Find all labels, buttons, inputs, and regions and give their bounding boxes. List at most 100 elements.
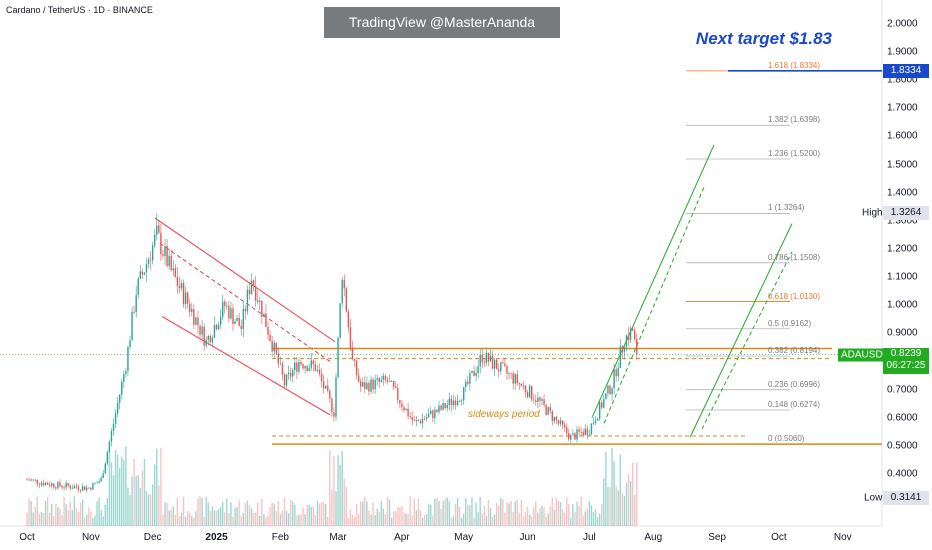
- candle-body: [629, 328, 632, 341]
- candle-body: [184, 292, 187, 305]
- volume-bar: [403, 512, 405, 526]
- current-price: 0.8239: [890, 347, 922, 359]
- time-tick-label: Nov: [833, 532, 852, 543]
- volume-bar: [141, 470, 144, 526]
- candle-body: [545, 404, 547, 415]
- candle-body: [592, 422, 595, 424]
- volume-bar: [500, 498, 502, 526]
- time-tick-label: Oct: [19, 532, 35, 543]
- candle-body: [605, 393, 607, 399]
- candle-body: [454, 400, 457, 406]
- candle-body: [551, 410, 553, 421]
- candle-body: [149, 259, 152, 261]
- candle-body: [384, 375, 387, 380]
- volume-bar: [195, 511, 197, 526]
- high-price-tag: 1.3264: [883, 206, 929, 221]
- candle-body: [123, 374, 125, 382]
- candle-body: [339, 303, 341, 338]
- candle-body: [203, 326, 205, 346]
- volume-bar: [127, 487, 129, 526]
- candle-body: [90, 488, 92, 490]
- volume-bar: [491, 516, 494, 526]
- volume-bar: [485, 516, 488, 526]
- volume-bar: [83, 517, 86, 526]
- candle-body: [143, 272, 146, 275]
- candle-body: [580, 431, 582, 433]
- volume-bar: [114, 450, 117, 526]
- volume-bar: [112, 475, 115, 526]
- volume-bar: [312, 506, 315, 526]
- volume-bar: [238, 500, 240, 526]
- volume-bar: [224, 512, 226, 526]
- symbol-title[interactable]: Cardano / TetherUS · 1D · BINANCE: [6, 5, 153, 15]
- volume-bar: [193, 517, 195, 526]
- candle-body: [232, 308, 234, 324]
- volume-bar: [386, 497, 389, 526]
- volume-bar: [316, 500, 319, 526]
- candle-body: [329, 390, 331, 399]
- candle-body: [238, 317, 240, 326]
- volume-bar: [355, 503, 358, 526]
- volume-bar: [281, 510, 284, 526]
- candle-body: [390, 381, 393, 382]
- candle-body: [590, 423, 593, 435]
- candle-body: [553, 416, 556, 421]
- candle-body: [32, 479, 34, 481]
- candle-body: [230, 308, 232, 319]
- volume-bar: [197, 498, 199, 526]
- candle-body: [337, 337, 339, 378]
- price-tick-label: 2.0000: [887, 18, 918, 30]
- volume-bar: [460, 517, 463, 526]
- volume-bar: [236, 507, 238, 526]
- volume-bar: [347, 517, 350, 526]
- candle-body: [481, 354, 483, 363]
- candle-body: [403, 407, 405, 411]
- volume-bar: [90, 511, 92, 526]
- volume-bar: [401, 506, 403, 526]
- candle-body: [516, 374, 518, 384]
- candle-body: [438, 405, 440, 413]
- volume-bar: [636, 462, 638, 526]
- candle-body: [502, 362, 504, 364]
- volume-bar: [374, 515, 376, 526]
- volume-bar: [219, 506, 222, 526]
- candle-body: [57, 482, 59, 489]
- volume-bar: [40, 511, 43, 526]
- volume-bar: [240, 516, 242, 526]
- volume-bar: [244, 502, 247, 526]
- candle-body: [547, 407, 549, 415]
- projection-channel-top: [591, 144, 715, 418]
- volume-bar: [51, 503, 53, 526]
- volume-bar: [320, 502, 323, 526]
- volume-bar: [110, 462, 113, 526]
- volume-bar: [611, 448, 613, 526]
- candle-body: [419, 420, 422, 424]
- candle-body: [186, 292, 189, 304]
- fib-level-label: 1.618 (1.8334): [768, 60, 821, 70]
- candle-body: [281, 363, 284, 375]
- candle-body: [623, 347, 626, 352]
- volume-bar: [395, 511, 397, 526]
- candle-body: [156, 225, 158, 235]
- candle-body: [479, 354, 481, 367]
- volume-bar: [108, 451, 111, 526]
- candle-body: [308, 367, 310, 371]
- candle-body: [425, 417, 428, 419]
- ticker-label: ADAUSDT: [838, 348, 892, 362]
- volume-bar: [382, 508, 385, 526]
- candle-body: [273, 342, 275, 352]
- candle-body: [269, 334, 271, 342]
- candle-body: [491, 355, 494, 369]
- candle-body: [176, 276, 179, 286]
- volume-bar: [287, 513, 290, 526]
- falling-channel-bottom: [161, 316, 331, 416]
- volume-bar: [156, 448, 158, 526]
- volume-bar: [119, 468, 121, 526]
- candle-body: [65, 483, 67, 488]
- volume-bar: [308, 504, 310, 526]
- candle-body: [59, 482, 61, 486]
- candle-body: [615, 369, 617, 377]
- candle-body: [292, 370, 294, 377]
- volume-bar: [473, 517, 475, 526]
